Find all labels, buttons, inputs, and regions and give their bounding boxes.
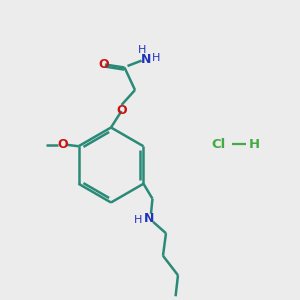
Text: H: H: [152, 52, 160, 63]
Text: O: O: [98, 58, 109, 71]
Text: H: H: [134, 215, 142, 225]
Text: H: H: [138, 45, 147, 55]
Text: Cl: Cl: [212, 137, 226, 151]
Text: O: O: [116, 104, 127, 118]
Text: O: O: [58, 138, 68, 151]
Text: N: N: [141, 52, 151, 66]
Text: H: H: [249, 137, 260, 151]
Text: N: N: [144, 212, 155, 225]
